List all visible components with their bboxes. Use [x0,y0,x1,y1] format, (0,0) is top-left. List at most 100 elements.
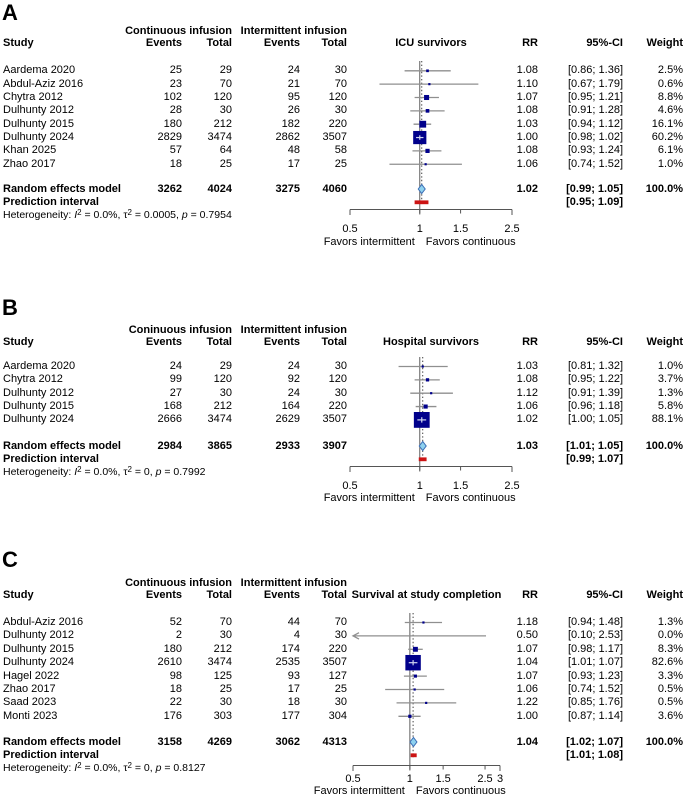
intermittent-events: 26 [287,104,300,117]
intermittent-total: 30 [334,104,347,117]
weight-value: 1.0% [657,157,683,170]
intermittent-total: 3507 [322,656,347,669]
axis-label-favors-intermittent: Favors intermittent [313,784,405,797]
study-name: Abdul-Aziz 2016 [3,77,84,90]
prediction-interval-ci: [1.01; 1.08] [566,748,623,761]
column-header-ci: 95%-CI [586,335,623,348]
continuous-events: 176 [163,709,182,722]
intermittent-total: 3507 [322,413,347,426]
study-marker [412,646,418,652]
continuous-total: 70 [219,616,232,628]
weight-value: 1.0% [657,360,683,372]
x-axis-tick-label: 2.5 [477,772,493,785]
continuous-total: 3474 [207,656,232,669]
column-header-total-intermittent: Total [321,589,347,601]
heterogeneity-part-tau_symbol: τ [123,466,128,479]
ci-value: [0.93; 1.24] [567,144,623,157]
ci-value: [0.94; 1.48] [567,616,623,628]
heterogeneity-part-i_symbol: I [74,762,78,775]
continuous-total: 212 [213,642,232,655]
summary-diamond [418,440,427,452]
summary-diamond [409,736,418,748]
ci-value: [0.91; 1.28] [567,104,623,117]
ci-value: [0.74; 1.52] [567,683,623,695]
study-name: Dulhunty 2012 [3,629,74,642]
summary-continuous-total: 4024 [207,182,232,195]
study-name: Abdul-Aziz 2016 [3,616,84,628]
ci-value: [0.67; 1.79] [567,77,623,90]
study-marker [421,365,424,368]
continuous-total: 212 [213,400,232,413]
continuous-total: 30 [219,629,232,642]
intermittent-total: 120 [328,91,347,103]
heterogeneity-part-i2_eq: = 0.0%, [81,209,124,222]
intermittent-total: 30 [334,696,347,709]
heterogeneity-part-sup: 2 [127,464,132,474]
intermittent-events: 182 [281,117,300,130]
heterogeneity-part-prefix: Heterogeneity: [3,209,75,222]
summary-continuous-events: 2984 [157,439,182,452]
summary-ci-value: [0.99; 1.05] [566,182,623,195]
intermittent-events: 17 [287,683,300,695]
study-name: Dulhunty 2024 [3,413,74,426]
intermittent-total: 70 [334,616,347,628]
group-header-continuous: Continuous infusion [125,576,232,589]
rr-value: 1.18 [516,616,538,628]
weight-value: 1.3% [657,386,683,399]
intermittent-events: 48 [287,144,300,157]
study-name: Zhao 2017 [3,683,56,695]
study-marker [422,621,425,624]
prediction-interval-label: Prediction interval [3,748,99,761]
heterogeneity-part-sup: 2 [127,760,132,770]
continuous-events: 22 [169,696,182,709]
x-axis-tick-label: 0.5 [345,772,361,785]
column-header-events-continuous: Events [145,335,182,348]
heterogeneity-part-sup: 2 [127,207,132,217]
group-header-intermittent: Intermittent infusion [240,323,347,336]
rr-value: 1.07 [516,91,538,103]
weight-value: 82.6% [651,656,683,669]
study-name: Aardema 2020 [3,360,76,372]
column-header-ci: 95%-CI [586,589,623,601]
continuous-total: 303 [213,709,232,722]
prediction-interval-label: Prediction interval [3,452,99,465]
column-header-weight: Weight [646,37,683,49]
summary-intermittent-events: 3062 [275,735,300,748]
intermittent-total: 30 [334,629,347,642]
column-header-rr: RR [522,335,538,348]
column-header-outcome: Hospital survivors [383,335,479,348]
ci-value: [0.81; 1.32] [567,360,623,372]
rr-value: 1.08 [516,373,538,386]
continuous-total: 120 [213,91,232,103]
intermittent-events: 24 [287,386,300,399]
summary-ci-value: [1.02; 1.07] [566,735,623,748]
intermittent-total: 220 [328,642,347,655]
continuous-events: 28 [169,104,182,117]
weight-value: 0.5% [657,696,683,709]
intermittent-total: 58 [334,144,347,157]
heterogeneity-part-p_eq: = 0.7992 [161,466,206,479]
ci-value: [0.85; 1.76] [567,696,623,709]
study-name: Dulhunty 2015 [3,642,74,655]
axis-label-favors-continuous: Favors continuous [425,235,516,248]
summary-intermittent-total: 4060 [322,182,347,195]
intermittent-total: 70 [334,77,347,90]
continuous-total: 29 [219,360,232,372]
continuous-total: 25 [219,683,232,695]
intermittent-total: 30 [334,360,347,372]
intermittent-events: 18 [287,696,300,709]
heterogeneity-text: Heterogeneity: I2 = 0.0%, τ2 = 0, p = 0.… [3,464,206,479]
study-marker [425,109,430,113]
heterogeneity-part-p_eq: = 0.7954 [187,209,232,222]
weight-value: 3.7% [657,373,683,386]
heterogeneity-text: Heterogeneity: I2 = 0.0%, τ2 = 0, p = 0.… [3,760,206,775]
continuous-events: 57 [169,144,182,157]
heterogeneity-part-tau2_eq: = 0.0005, [131,209,182,222]
summary-continuous-total: 3865 [207,439,232,452]
group-header-intermittent: Intermittent infusion [240,576,347,589]
study-marker [413,688,416,691]
intermittent-events: 164 [281,400,300,413]
summary-weight-value: 100.0% [645,182,683,195]
summary-label: Random effects model [3,439,121,452]
study-name: Dulhunty 2024 [3,656,74,669]
